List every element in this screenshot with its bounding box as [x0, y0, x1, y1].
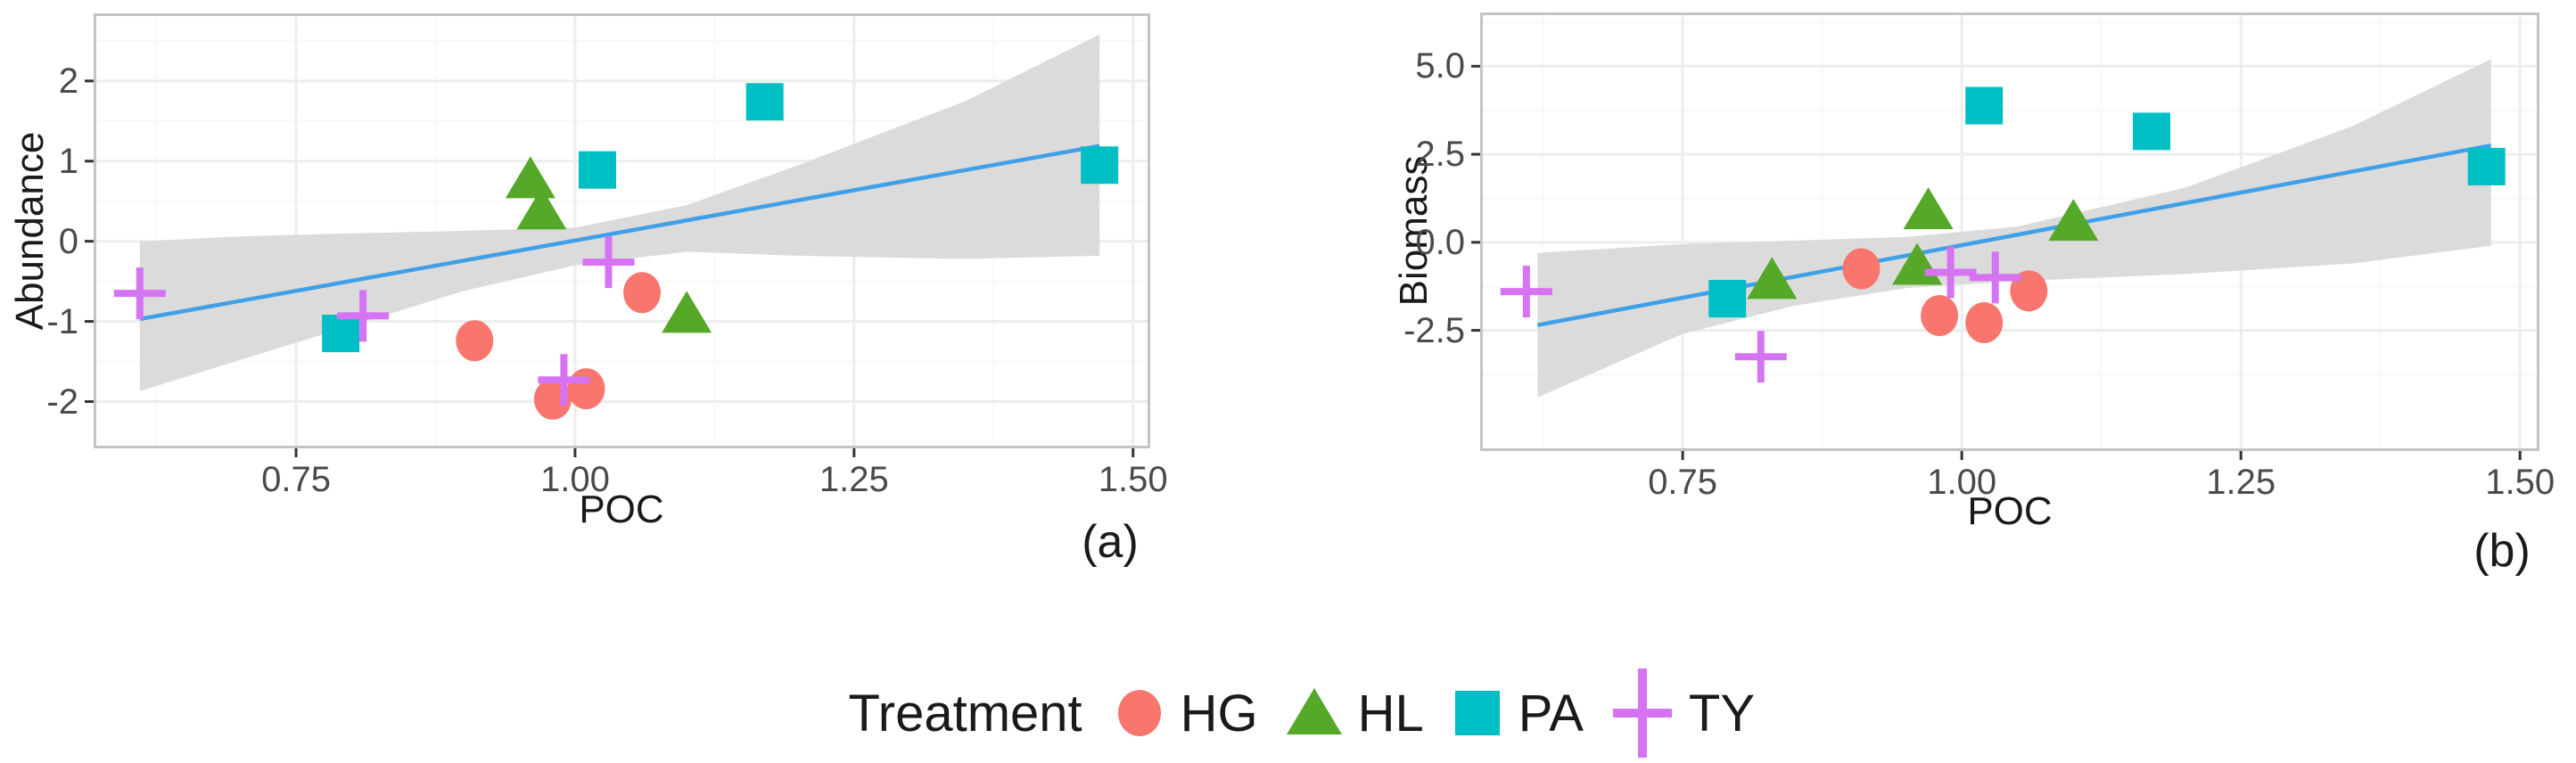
data-point-triangle	[662, 291, 712, 333]
y-tick-label: 5.0	[1415, 46, 1465, 86]
data-point-plus	[538, 354, 590, 406]
panel-b	[1471, 12, 2539, 460]
hg-circle-icon	[1117, 690, 1161, 736]
x-axis-title-a: POC	[579, 488, 664, 531]
data-point-square	[322, 315, 360, 353]
y-tick-label: 1	[58, 141, 78, 181]
regression-line	[1536, 143, 2492, 327]
panel-letter-a: (a)	[1082, 516, 1139, 568]
data-point-circle	[567, 368, 605, 410]
data-point-circle	[623, 272, 662, 314]
panel-letter-b: (b)	[2473, 525, 2531, 577]
data-point-plus	[113, 267, 166, 320]
ty-plus-icon	[1612, 669, 1672, 758]
data-point-square	[1081, 146, 1119, 185]
y-tick-label: 2.5	[1415, 135, 1465, 175]
legend: Treatment HG HL PA TY	[848, 669, 1755, 758]
plot-b-canvas	[1471, 15, 2537, 460]
data-point-square	[2133, 112, 2171, 151]
legend-item-hg: HG	[1113, 684, 1258, 743]
x-tick-label: 1.00	[539, 460, 610, 499]
data-point-square	[2467, 147, 2506, 185]
data-point-square	[1708, 280, 1747, 318]
y-tick-label: 0.0	[1415, 222, 1465, 262]
data-point-plus	[337, 290, 390, 342]
regression-line	[139, 144, 1100, 322]
ci-band	[139, 34, 1100, 391]
plot-a-canvas	[85, 16, 1148, 457]
data-point-plus	[1969, 251, 2021, 304]
data-point-triangle	[1903, 187, 1954, 230]
x-tick-label: 1.25	[819, 460, 889, 499]
x-tick-label: 1.50	[1098, 460, 1168, 499]
legend-label-hl: HL	[1357, 684, 1424, 742]
data-point-square	[1965, 86, 2004, 125]
x-tick-label: 1.50	[2485, 463, 2555, 502]
legend-item-pa: PA	[1451, 684, 1584, 743]
legend-label-pa: PA	[1518, 684, 1584, 742]
data-point-triangle	[516, 187, 567, 230]
data-point-plus	[1924, 246, 1977, 299]
data-point-triangle	[1747, 257, 1798, 299]
data-point-square	[578, 151, 616, 189]
ci-band	[1537, 59, 2491, 398]
legend-label-hg: HG	[1180, 684, 1258, 742]
data-point-circle	[1842, 248, 1881, 290]
legend-label-ty: TY	[1688, 684, 1756, 742]
y-tick-label: -1	[46, 301, 78, 341]
pa-square-icon	[1454, 691, 1500, 735]
data-point-square	[745, 83, 784, 121]
data-point-plus	[1500, 266, 1552, 318]
legend-item-ty: TY	[1610, 664, 1755, 762]
x-axis-title-b: POC	[1967, 489, 2053, 533]
hl-triangle-icon	[1286, 688, 1342, 734]
data-point-plus	[1734, 331, 1787, 383]
data-point-triangle	[2048, 199, 2099, 242]
data-point-plus	[582, 236, 635, 289]
data-point-triangle	[505, 156, 556, 199]
y-tick-label: -2	[46, 382, 78, 422]
x-tick-label: 0.75	[261, 460, 331, 499]
y-tick-label: 0	[58, 221, 78, 261]
y-tick-label: -2.5	[1403, 310, 1465, 350]
data-point-circle	[1921, 295, 1959, 337]
x-tick-label: 1.25	[2206, 463, 2276, 502]
legend-item-hl: HL	[1285, 684, 1424, 743]
y-tick-label: 2	[58, 61, 78, 101]
data-point-circle	[1965, 301, 2004, 343]
data-point-circle	[456, 320, 494, 362]
panel-a	[85, 13, 1150, 457]
x-tick-label: 1.00	[1927, 463, 1997, 502]
legend-title: Treatment	[848, 684, 1082, 742]
x-tick-label: 0.75	[1648, 463, 1718, 502]
